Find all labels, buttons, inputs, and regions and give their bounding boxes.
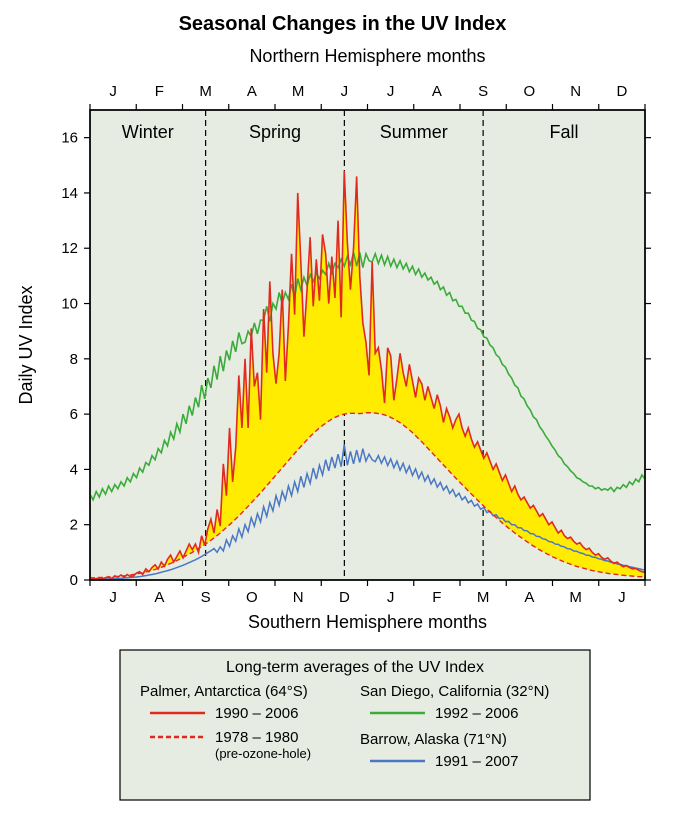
top-month-letter: A [432,83,442,100]
bottom-month-letter: M [569,589,582,606]
bottom-month-letter: A [524,589,534,606]
bottom-month-letter: N [293,589,304,606]
bottom-month-letter: O [246,589,258,606]
top-axis-label: Northern Hemisphere months [249,46,485,66]
y-tick-label: 8 [70,351,78,368]
bottom-month-letter: F [432,589,441,606]
y-tick-label: 4 [70,461,78,478]
uv-index-chart: Seasonal Changes in the UV Index Northern… [0,0,685,817]
season-label: Fall [550,122,579,142]
chart-title: Seasonal Changes in the UV Index [179,13,507,35]
legend-line-label: 1990 – 2006 [215,705,298,722]
bottom-month-letter: J [618,589,626,606]
season-label: Summer [380,122,448,142]
legend-line-label: 1978 – 1980 [215,729,298,746]
season-label: Spring [249,122,301,142]
legend-title: Long-term averages of the UV Index [226,659,484,676]
y-tick-label: 10 [61,296,78,313]
top-month-letter: O [524,83,536,100]
top-month-letter: M [199,83,212,100]
y-tick-label: 6 [70,406,78,423]
y-tick-label: 0 [70,572,78,589]
season-label: Winter [122,122,174,142]
legend-line-sublabel: (pre-ozone-hole) [215,746,311,761]
legend-headline: San Diego, California (32°N) [360,683,549,700]
top-month-letter: A [247,83,257,100]
legend-headline: Barrow, Alaska (71°N) [360,731,507,748]
bottom-month-letter: J [387,589,395,606]
bottom-month-letter: S [201,589,211,606]
y-tick-label: 12 [61,240,78,257]
bottom-month-letter: A [154,589,164,606]
bottom-month-letter: D [339,589,350,606]
top-month-letter: N [570,83,581,100]
bottom-month-letter: M [477,589,490,606]
top-month-letter: J [109,83,117,100]
bottom-month-letter: J [109,589,117,606]
top-month-letter: M [292,83,305,100]
top-month-letter: S [478,83,488,100]
plot-area [90,110,645,580]
y-tick-label: 2 [70,517,78,534]
bottom-axis-label: Southern Hemisphere months [248,612,487,632]
top-month-letter: F [155,83,164,100]
top-month-letter: J [387,83,395,100]
top-month-letter: J [341,83,349,100]
y-tick-label: 16 [61,130,78,147]
legend-line-label: 1991 – 2007 [435,753,518,770]
legend-headline: Palmer, Antarctica (64°S) [140,683,308,700]
legend-line-label: 1992 – 2006 [435,705,518,722]
top-month-letter: D [616,83,627,100]
y-axis-label: Daily UV Index [16,285,36,404]
y-tick-label: 14 [61,185,78,202]
